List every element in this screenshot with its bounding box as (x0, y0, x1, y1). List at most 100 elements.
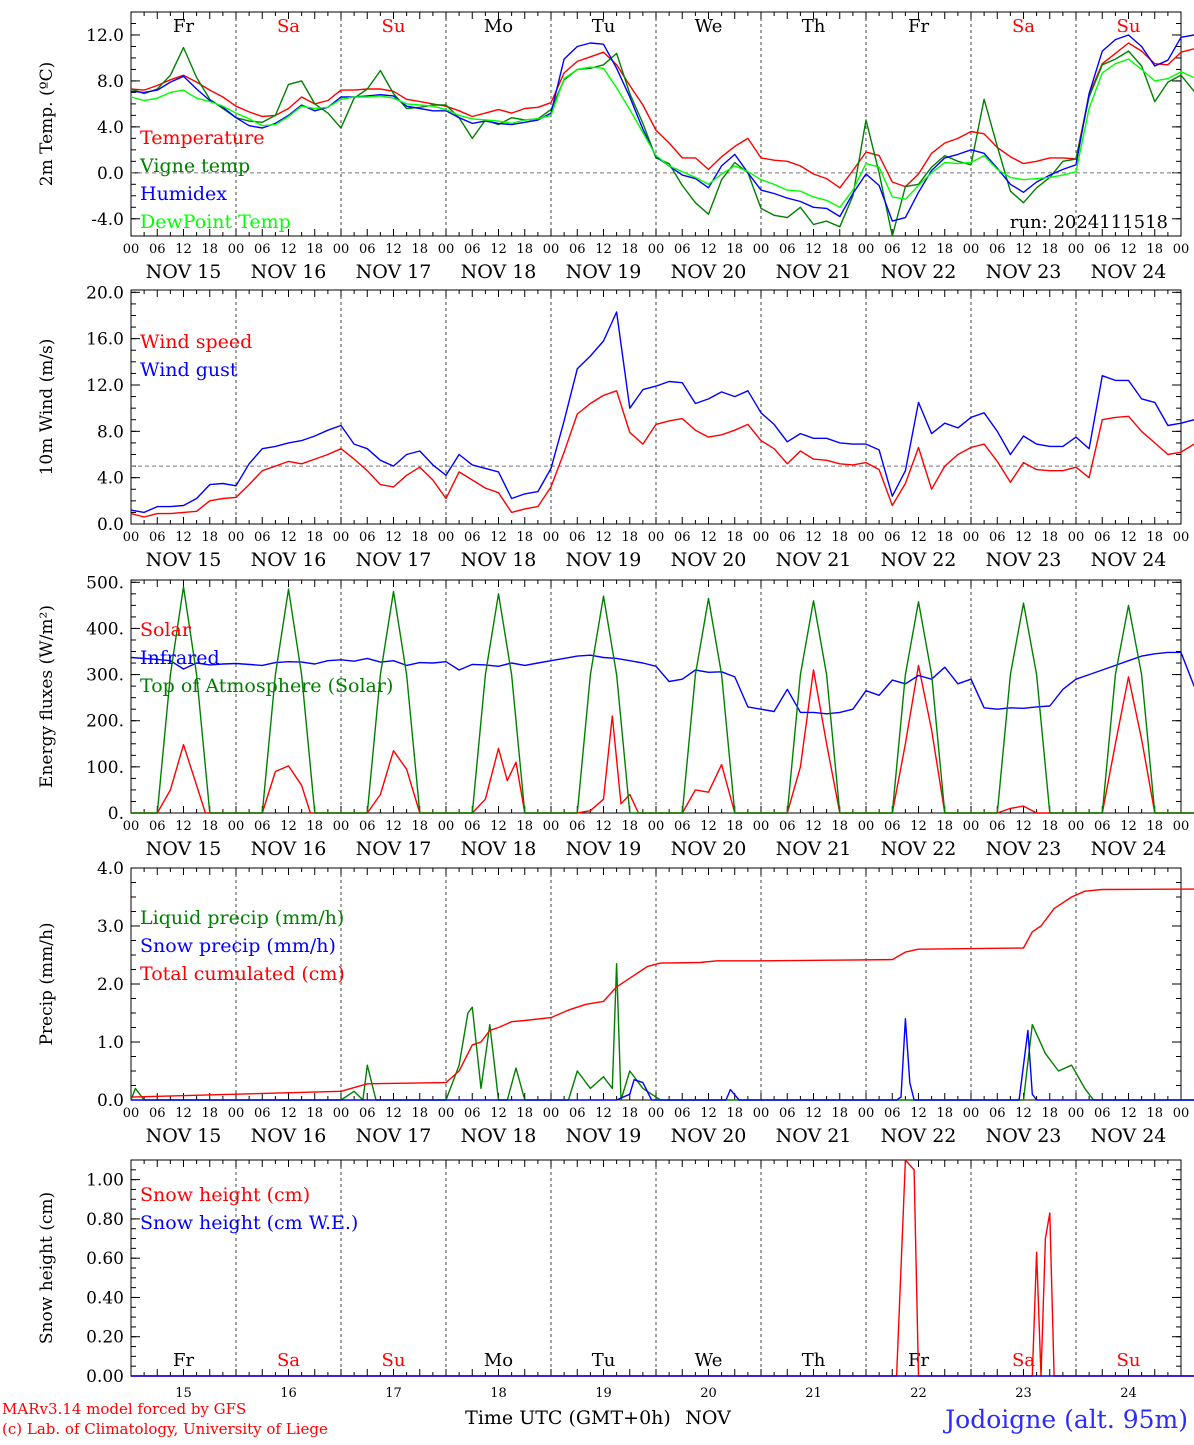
y-tick-label: 0.0 (97, 515, 124, 535)
hour-label: 18 (411, 242, 428, 257)
legend-label: Temperature (140, 127, 264, 149)
hour-label: 06 (674, 242, 691, 257)
hour-label: 18 (516, 530, 533, 545)
hour-label: 06 (569, 819, 586, 834)
hour-label: 12 (175, 819, 192, 834)
y-tick-label: 0.40 (86, 1288, 124, 1308)
hour-label: 06 (674, 530, 691, 545)
hour-label: 18 (621, 530, 638, 545)
y-tick-label: 0.60 (86, 1249, 124, 1269)
y-tick-label: 4.0 (97, 118, 124, 138)
hour-label: 00 (648, 1106, 665, 1121)
hour-label: 12 (910, 242, 927, 257)
hour-label: 06 (464, 242, 481, 257)
series-line (130, 42, 1194, 189)
legend-label: Total cumulated (cm) (140, 963, 345, 985)
hour-label: 12 (385, 819, 402, 834)
day-of-week-label: Tu (592, 1350, 616, 1371)
station-name: Jodoigne (alt. 95m) (942, 1405, 1188, 1434)
hour-label: 12 (1120, 530, 1137, 545)
hour-label: 00 (333, 1106, 350, 1121)
hour-label: 00 (543, 530, 560, 545)
y-tick-label: 2.0 (97, 975, 124, 995)
y-tick-label: 8.0 (97, 72, 124, 92)
hour-label: 06 (674, 1106, 691, 1121)
hour-label: 12 (1015, 819, 1032, 834)
hour-label: 18 (1041, 819, 1058, 834)
hour-label: 18 (201, 242, 218, 257)
day-date-label: NOV 22 (881, 549, 957, 571)
legend-label: DewPoint Temp (140, 211, 291, 233)
y-tick-label: 1.0 (97, 1033, 124, 1053)
legend-label: Snow precip (mm/h) (140, 935, 336, 957)
day-of-week-label: Mo (484, 16, 513, 37)
hour-label: 06 (884, 819, 901, 834)
hour-label: 00 (333, 530, 350, 545)
hour-label: 18 (936, 819, 953, 834)
legend-label: Humidex (140, 183, 227, 205)
hour-label: 06 (149, 1106, 166, 1121)
hour-label: 12 (280, 242, 297, 257)
hour-label: 12 (175, 530, 192, 545)
day-of-week-label: Fr (173, 16, 194, 37)
day-of-week-label: Th (802, 1350, 826, 1371)
hour-label: 12 (385, 1106, 402, 1121)
hour-label: 12 (805, 1106, 822, 1121)
y-tick-label: 100. (86, 758, 124, 778)
day-date-label: NOV 15 (146, 1125, 222, 1147)
day-date-label: NOV 20 (671, 549, 747, 571)
hour-label: 06 (1094, 530, 1111, 545)
hour-label: 12 (910, 819, 927, 834)
series-line (130, 58, 1194, 209)
hour-label: 18 (306, 1106, 323, 1121)
legend-label: Wind gust (140, 359, 238, 381)
hour-label: 00 (753, 819, 770, 834)
hour-label: 00 (123, 819, 140, 834)
y-tick-label: 0.0 (97, 164, 124, 184)
day-date-label: NOV 19 (566, 838, 642, 860)
legend-label: Wind speed (140, 331, 252, 353)
legend-label: Infrared (140, 647, 220, 669)
hour-label: 18 (831, 530, 848, 545)
lab-credit: (c) Lab. of Climatology, University of L… (2, 1420, 328, 1438)
hour-label: 06 (989, 819, 1006, 834)
hour-label: 18 (516, 1106, 533, 1121)
y-tick-label: 0.0 (97, 1091, 124, 1111)
hour-label: 12 (175, 242, 192, 257)
day-date-label: NOV 23 (986, 549, 1062, 571)
day-date-label: NOV 15 (146, 549, 222, 571)
hour-label: 12 (805, 242, 822, 257)
day-date-label: NOV 16 (251, 838, 327, 860)
day-date-label: NOV 21 (776, 261, 852, 283)
date-number: 17 (385, 1386, 402, 1401)
hour-label: 12 (280, 819, 297, 834)
date-number: 15 (175, 1386, 192, 1401)
hour-label: 00 (438, 530, 455, 545)
day-date-label: NOV 19 (566, 549, 642, 571)
hour-label: 18 (1146, 819, 1163, 834)
y-tick-label: 400. (86, 619, 124, 639)
hour-label: 18 (936, 1106, 953, 1121)
day-date-label: NOV 16 (251, 549, 327, 571)
hour-label: 00 (753, 242, 770, 257)
day-date-label: NOV 18 (461, 838, 537, 860)
hour-label: 06 (1094, 819, 1111, 834)
series-line (130, 651, 1194, 715)
hour-label: 18 (831, 242, 848, 257)
day-of-week-label: Su (382, 16, 406, 37)
y-tick-label: 12.0 (86, 26, 124, 46)
hour-label: 18 (726, 819, 743, 834)
date-number: 22 (910, 1386, 927, 1401)
y-tick-label: 12.0 (86, 376, 124, 396)
hour-label: 00 (123, 242, 140, 257)
hour-label: 00 (228, 819, 245, 834)
y-tick-label: 0.00 (86, 1367, 124, 1387)
hour-label: 06 (989, 530, 1006, 545)
hour-label: 00 (1068, 530, 1085, 545)
hour-label: 12 (1120, 1106, 1137, 1121)
hour-label: 06 (464, 819, 481, 834)
hour-label: 00 (753, 1106, 770, 1121)
hour-label: 12 (910, 530, 927, 545)
date-number: 18 (490, 1386, 507, 1401)
day-of-week-label: Sa (277, 1350, 300, 1371)
